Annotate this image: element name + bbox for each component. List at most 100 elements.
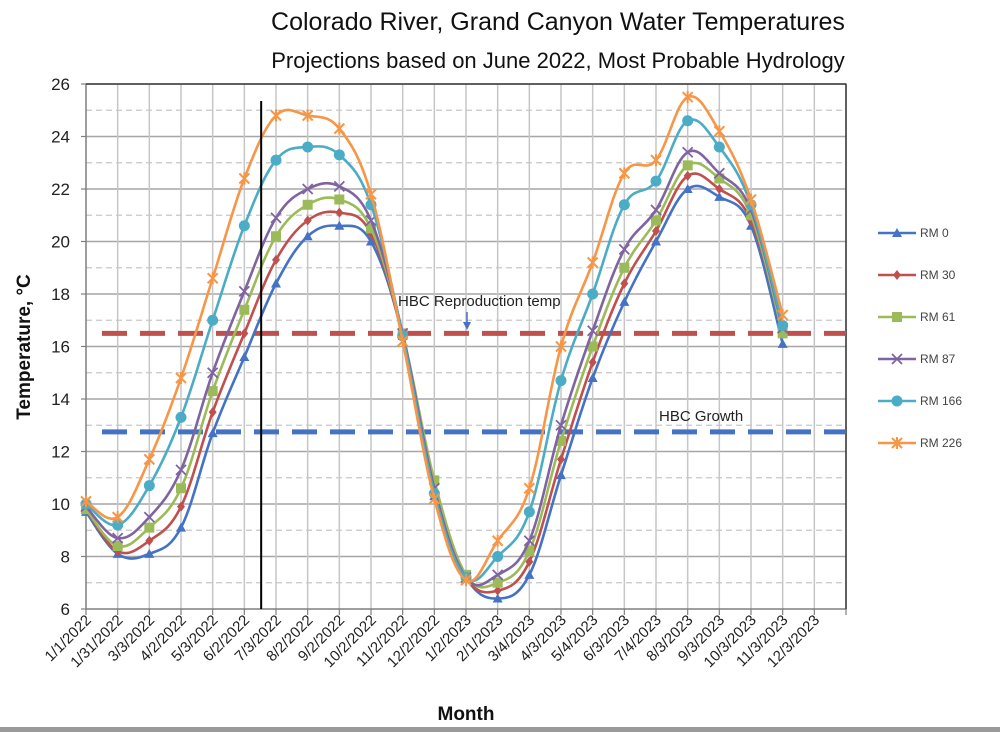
data-point-rm-226 <box>776 309 789 321</box>
y-tick-label: 6 <box>61 600 70 619</box>
legend-item-rm-0: RM 0 <box>878 226 949 240</box>
data-point-rm-30 <box>683 170 692 181</box>
data-point-rm-226 <box>745 193 757 206</box>
data-point-rm-61 <box>777 328 788 339</box>
data-point-rm-61 <box>492 577 503 588</box>
data-point-rm-0 <box>144 548 155 558</box>
data-point-rm-30 <box>335 207 344 218</box>
data-point-rm-226 <box>238 172 251 185</box>
data-point-rm-61 <box>524 546 535 557</box>
x-axis-ticks: 1/1/20221/31/20223/3/20224/2/20225/3/202… <box>42 609 847 671</box>
data-point-rm-30 <box>557 454 565 465</box>
legend-label-rm-226: RM 226 <box>920 436 962 450</box>
data-point-rm-30 <box>240 328 249 339</box>
data-point-rm-61 <box>682 160 693 171</box>
legend-marker-rm-87 <box>891 353 903 365</box>
data-point-rm-87 <box>618 243 630 256</box>
data-point-rm-0 <box>176 522 186 532</box>
legend-label-rm-30: RM 30 <box>920 268 956 282</box>
data-point-rm-226 <box>460 574 472 587</box>
data-point-rm-87 <box>492 569 504 581</box>
y-axis-label: Temperature, °C <box>14 274 35 420</box>
legend-label-rm-87: RM 87 <box>920 352 956 366</box>
data-point-rm-30 <box>177 501 185 512</box>
data-point-rm-0 <box>334 220 345 230</box>
data-point-rm-166 <box>713 141 725 153</box>
data-point-rm-87 <box>555 419 567 431</box>
data-point-rm-87 <box>682 146 694 158</box>
data-point-rm-87 <box>175 464 187 476</box>
data-point-rm-166 <box>143 480 155 492</box>
data-point-rm-30 <box>145 535 154 546</box>
data-point-rm-87 <box>713 167 725 179</box>
legend-label-rm-166: RM 166 <box>920 394 962 408</box>
legend-marker-rm-166 <box>891 395 903 407</box>
legend-item-rm-61: RM 61 <box>878 310 956 324</box>
data-point-rm-0 <box>302 231 313 241</box>
data-point-rm-61 <box>271 231 281 242</box>
legend-marker-rm-30 <box>893 270 901 280</box>
data-point-rm-61 <box>366 223 376 234</box>
data-point-rm-0 <box>682 184 693 193</box>
data-point-rm-61 <box>619 262 630 273</box>
legend-item-rm-87: RM 87 <box>878 352 956 366</box>
legend-item-rm-226: RM 226 <box>878 436 962 450</box>
data-point-rm-226 <box>681 91 694 104</box>
data-point-rm-30 <box>208 407 217 418</box>
data-point-rm-166 <box>587 288 599 300</box>
data-point-rm-87 <box>587 325 599 337</box>
data-point-rm-30 <box>715 184 724 194</box>
data-point-rm-166 <box>238 220 250 232</box>
series-lines <box>80 91 789 603</box>
data-point-rm-226 <box>491 534 504 547</box>
data-point-rm-61 <box>334 194 345 205</box>
series-rm-226 <box>80 91 789 587</box>
data-point-rm-226 <box>206 272 219 285</box>
data-point-rm-87 <box>112 532 124 544</box>
data-point-rm-226 <box>428 492 441 505</box>
y-tick-label: 10 <box>51 495 70 514</box>
data-point-rm-87 <box>650 204 662 216</box>
data-point-rm-0 <box>524 569 535 579</box>
legend-item-rm-30: RM 30 <box>878 268 956 282</box>
y-tick-label: 12 <box>51 443 70 462</box>
data-point-rm-30 <box>652 226 660 236</box>
data-point-rm-226 <box>396 335 409 348</box>
data-point-rm-61 <box>144 522 155 533</box>
data-point-rm-61 <box>429 475 440 486</box>
data-point-rm-0 <box>587 373 598 382</box>
data-point-rm-226 <box>618 167 631 180</box>
data-point-rm-226 <box>175 372 187 384</box>
y-tick-label: 20 <box>51 233 70 252</box>
legend-marker-rm-0 <box>892 228 902 237</box>
data-point-rm-87 <box>207 367 219 379</box>
data-point-rm-226 <box>333 122 346 135</box>
data-point-rm-61 <box>587 341 598 352</box>
legend-label-rm-61: RM 61 <box>920 310 956 324</box>
data-point-rm-166 <box>555 375 567 387</box>
data-point-rm-0 <box>777 338 788 348</box>
data-point-rm-166 <box>777 320 789 331</box>
annotations: HBC Reproduction temp HBC Growth <box>398 293 743 425</box>
legend-label-rm-0: RM 0 <box>920 226 949 240</box>
reference-lines <box>102 330 846 435</box>
data-point-rm-87 <box>143 511 155 523</box>
data-point-rm-226 <box>650 154 662 167</box>
data-point-rm-87 <box>302 183 314 195</box>
data-point-rm-61 <box>112 541 123 551</box>
legend: RM 0 RM 30 RM 61 RM 87 RM 166 RM 226 <box>878 226 962 450</box>
data-point-rm-226 <box>80 495 92 508</box>
data-point-rm-166 <box>650 175 662 187</box>
data-point-rm-61 <box>207 386 218 397</box>
data-point-rm-226 <box>365 188 377 201</box>
data-point-rm-226 <box>523 482 536 495</box>
data-point-rm-166 <box>523 506 535 518</box>
data-point-rm-30 <box>525 556 534 567</box>
data-point-rm-226 <box>301 109 314 122</box>
data-point-rm-166 <box>492 551 504 562</box>
data-point-rm-30 <box>272 254 280 265</box>
legend-marker-rm-61 <box>892 312 902 322</box>
y-tick-label: 26 <box>51 75 70 94</box>
data-point-rm-0 <box>651 236 661 246</box>
